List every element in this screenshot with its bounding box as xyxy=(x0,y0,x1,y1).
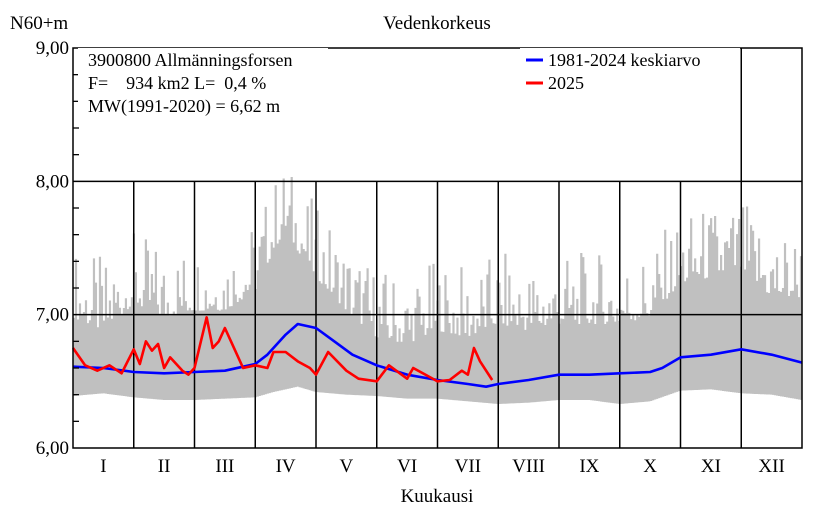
axis-ticks: 6,007,008,009,00I II III IV V VI VII VIII IX X XI X… xyxy=(36,38,785,477)
station-name: 3900800 Allmänningsforsen xyxy=(88,50,293,70)
x-tick-label: VII xyxy=(455,456,481,477)
y-tick-label: 6,00 xyxy=(36,438,69,459)
y-tick-label: 8,00 xyxy=(36,171,69,192)
series-line-mean xyxy=(72,322,803,388)
legend: 1981-2024 keskiarvo 2025 xyxy=(520,48,740,94)
legend-label-mean: 1981-2024 keskiarvo xyxy=(548,50,700,70)
plot-frame xyxy=(72,47,803,449)
x-tick-label: V xyxy=(340,456,354,477)
series-lines xyxy=(71,316,803,388)
y-tick-label: 9,00 xyxy=(36,38,69,59)
x-axis-label: Kuukausi xyxy=(401,486,474,507)
legend-label-current: 2025 xyxy=(548,73,584,93)
y-axis-label: N60+m xyxy=(10,13,68,34)
y-tick-label: 7,00 xyxy=(36,305,69,326)
x-tick-label: XI xyxy=(701,456,721,477)
x-tick-label: XII xyxy=(758,456,784,477)
x-tick-label: VI xyxy=(397,456,417,477)
x-tick-label: I xyxy=(100,456,106,477)
chart-title: Vedenkorkeus xyxy=(383,13,491,34)
x-tick-label: II xyxy=(158,456,171,477)
x-tick-label: III xyxy=(215,456,234,477)
catchment-info: F= 934 km2 L= 0,4 % xyxy=(88,73,266,93)
legend-background xyxy=(520,48,740,94)
x-tick-label: VIII xyxy=(512,456,545,477)
mean-water-level: MW(1991-2020) = 6,62 m xyxy=(88,96,280,117)
grid xyxy=(73,48,802,448)
x-tick-label: X xyxy=(643,456,657,477)
info-box-background xyxy=(78,48,328,116)
x-tick-label: IX xyxy=(579,456,599,477)
series-line-current xyxy=(71,316,494,383)
x-tick-label: IV xyxy=(276,456,296,477)
